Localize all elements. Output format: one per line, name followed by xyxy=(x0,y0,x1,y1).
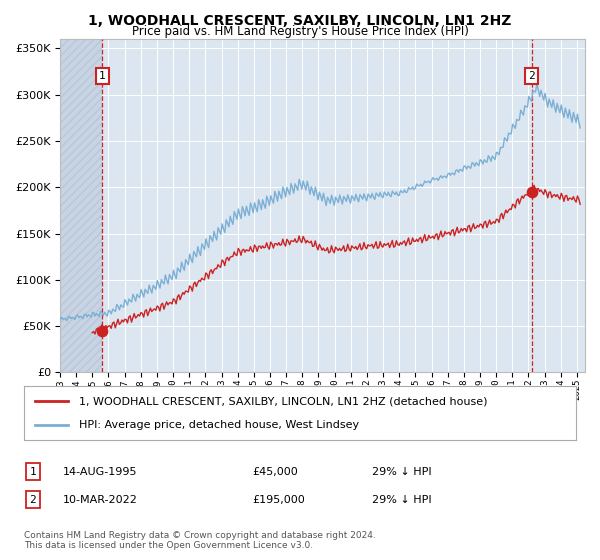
Text: 1: 1 xyxy=(29,466,37,477)
Text: HPI: Average price, detached house, West Lindsey: HPI: Average price, detached house, West… xyxy=(79,419,359,430)
Text: Contains HM Land Registry data © Crown copyright and database right 2024.
This d: Contains HM Land Registry data © Crown c… xyxy=(24,531,376,550)
Text: Price paid vs. HM Land Registry's House Price Index (HPI): Price paid vs. HM Land Registry's House … xyxy=(131,25,469,38)
Bar xyxy=(60,39,103,372)
Text: 29% ↓ HPI: 29% ↓ HPI xyxy=(372,494,431,505)
Point xyxy=(527,188,536,197)
Text: £45,000: £45,000 xyxy=(252,466,298,477)
Text: 10-MAR-2022: 10-MAR-2022 xyxy=(63,494,138,505)
Text: 1, WOODHALL CRESCENT, SAXILBY, LINCOLN, LN1 2HZ (detached house): 1, WOODHALL CRESCENT, SAXILBY, LINCOLN, … xyxy=(79,396,488,407)
Text: 14-AUG-1995: 14-AUG-1995 xyxy=(63,466,137,477)
Text: 1, WOODHALL CRESCENT, SAXILBY, LINCOLN, LN1 2HZ: 1, WOODHALL CRESCENT, SAXILBY, LINCOLN, … xyxy=(88,14,512,28)
Text: £195,000: £195,000 xyxy=(252,494,305,505)
Point xyxy=(98,326,107,335)
Text: 2: 2 xyxy=(29,494,37,505)
Text: 2: 2 xyxy=(528,71,535,81)
Text: 29% ↓ HPI: 29% ↓ HPI xyxy=(372,466,431,477)
Text: 1: 1 xyxy=(99,71,106,81)
